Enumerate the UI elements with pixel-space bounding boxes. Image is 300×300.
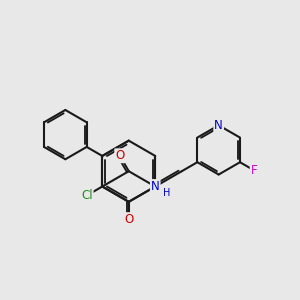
Text: N: N	[214, 119, 223, 132]
Text: O: O	[115, 149, 124, 162]
Text: Cl: Cl	[81, 189, 93, 202]
Text: N: N	[151, 180, 160, 193]
Text: O: O	[124, 213, 134, 226]
Text: F: F	[250, 164, 257, 177]
Text: H: H	[163, 188, 171, 198]
